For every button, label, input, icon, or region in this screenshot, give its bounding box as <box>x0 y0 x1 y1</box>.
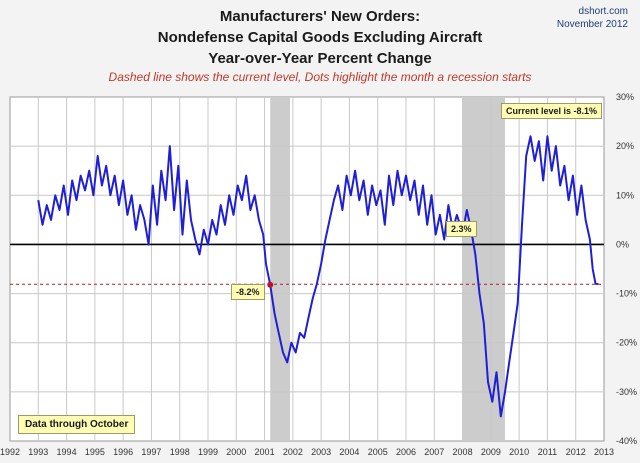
source-site: dshort.com <box>578 6 628 17</box>
y-tick-label: -30% <box>616 387 637 397</box>
plot-area <box>9 96 605 442</box>
x-tick-label: 2001 <box>255 447 275 457</box>
x-tick-label: 1993 <box>28 447 48 457</box>
x-tick-label: 2005 <box>368 447 388 457</box>
y-tick-label: -40% <box>616 436 637 446</box>
source-credit: dshort.com November 2012 <box>557 5 628 31</box>
recession-2008-note: 2.3% <box>446 221 477 237</box>
recession-2001-note: -8.2% <box>231 284 265 300</box>
chart-title-line-3: Year-over-Year Percent Change <box>208 50 432 67</box>
x-tick-label: 2006 <box>396 447 416 457</box>
x-tick-label: 2008 <box>453 447 473 457</box>
x-tick-label: 1994 <box>57 447 77 457</box>
x-tick-label: 1999 <box>198 447 218 457</box>
chart-subtitle: Dashed line shows the current level, Dot… <box>108 70 532 84</box>
x-tick-label: 2003 <box>311 447 331 457</box>
data-through-note: Data through October <box>18 415 136 434</box>
x-tick-label: 2004 <box>339 447 359 457</box>
x-tick-label: 2013 <box>594 447 614 457</box>
y-tick-label: 10% <box>616 190 634 200</box>
recession-band-0 <box>270 97 291 441</box>
source-date: November 2012 <box>556 19 628 30</box>
recession-start-dot <box>267 281 274 288</box>
x-tick-label: 2009 <box>481 447 501 457</box>
x-tick-label: 1995 <box>85 447 105 457</box>
x-tick-label: 2011 <box>538 447 557 457</box>
chart-title-line-1: Manufacturers' New Orders: <box>219 8 421 25</box>
x-tick-label: 1992 <box>0 447 20 457</box>
x-tick-label: 2010 <box>509 447 529 457</box>
x-tick-label: 1996 <box>113 447 133 457</box>
x-tick-label: 2000 <box>226 447 246 457</box>
x-tick-label: 1998 <box>170 447 190 457</box>
current-level-note: Current level is -8.1% <box>501 103 603 119</box>
x-tick-label: 1997 <box>141 447 161 457</box>
y-tick-label: 0% <box>616 239 629 249</box>
y-tick-label: 30% <box>616 92 634 102</box>
y-tick-label: 20% <box>616 141 634 151</box>
chart-title-line-2: Nondefense Capital Goods Excluding Aircr… <box>157 29 483 46</box>
x-tick-label: 2012 <box>566 447 586 457</box>
x-tick-label: 2007 <box>424 447 444 457</box>
y-tick-label: -10% <box>616 289 637 299</box>
x-tick-label: 2002 <box>283 447 303 457</box>
y-tick-label: -20% <box>616 338 637 348</box>
series-line <box>37 135 599 418</box>
